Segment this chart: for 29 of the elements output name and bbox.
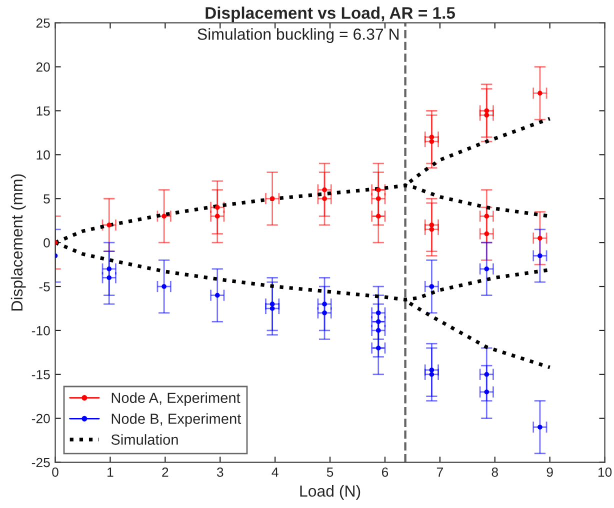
- y-tick-label: 0: [44, 238, 50, 248]
- legend-label: Node A, Experiment: [112, 392, 240, 406]
- x-tick-label: 2: [162, 467, 168, 477]
- y-tick-label: -25: [32, 458, 50, 468]
- x-tick-label: 8: [492, 467, 498, 477]
- chart-title: Displacement vs Load, AR = 1.5: [206, 6, 455, 22]
- x-tick-label: 5: [326, 468, 334, 477]
- y-tick-label: -10: [32, 326, 50, 336]
- x-tick-label: 0: [52, 467, 58, 477]
- y-axis-title: Displacement (mm): [10, 174, 26, 310]
- x-tick-label: 4: [272, 468, 278, 477]
- x-tick-label: 7: [436, 468, 443, 477]
- x-tick-label: 6: [382, 467, 388, 477]
- y-tick-label: 25: [36, 18, 50, 28]
- y-tick-label: -5: [39, 282, 50, 292]
- x-tick-label: 9: [546, 467, 553, 477]
- ref-line-label: Simulation buckling = 6.37 N: [198, 28, 399, 44]
- legend-label: Simulation: [111, 434, 178, 445]
- y-tick-label: 15: [36, 106, 50, 116]
- x-axis-title: Load (N): [300, 484, 360, 500]
- y-tick-label: 10: [36, 150, 50, 160]
- x-tick-label: 1: [108, 468, 114, 477]
- legend-label: Node B, Experiment: [112, 413, 242, 427]
- y-tick-label: -20: [32, 414, 50, 424]
- x-tick-label: 3: [216, 467, 224, 477]
- x-tick-label: 10: [598, 467, 612, 477]
- y-tick-label: -15: [32, 370, 50, 380]
- y-tick-label: 20: [36, 62, 50, 72]
- y-tick-label: 5: [44, 194, 50, 204]
